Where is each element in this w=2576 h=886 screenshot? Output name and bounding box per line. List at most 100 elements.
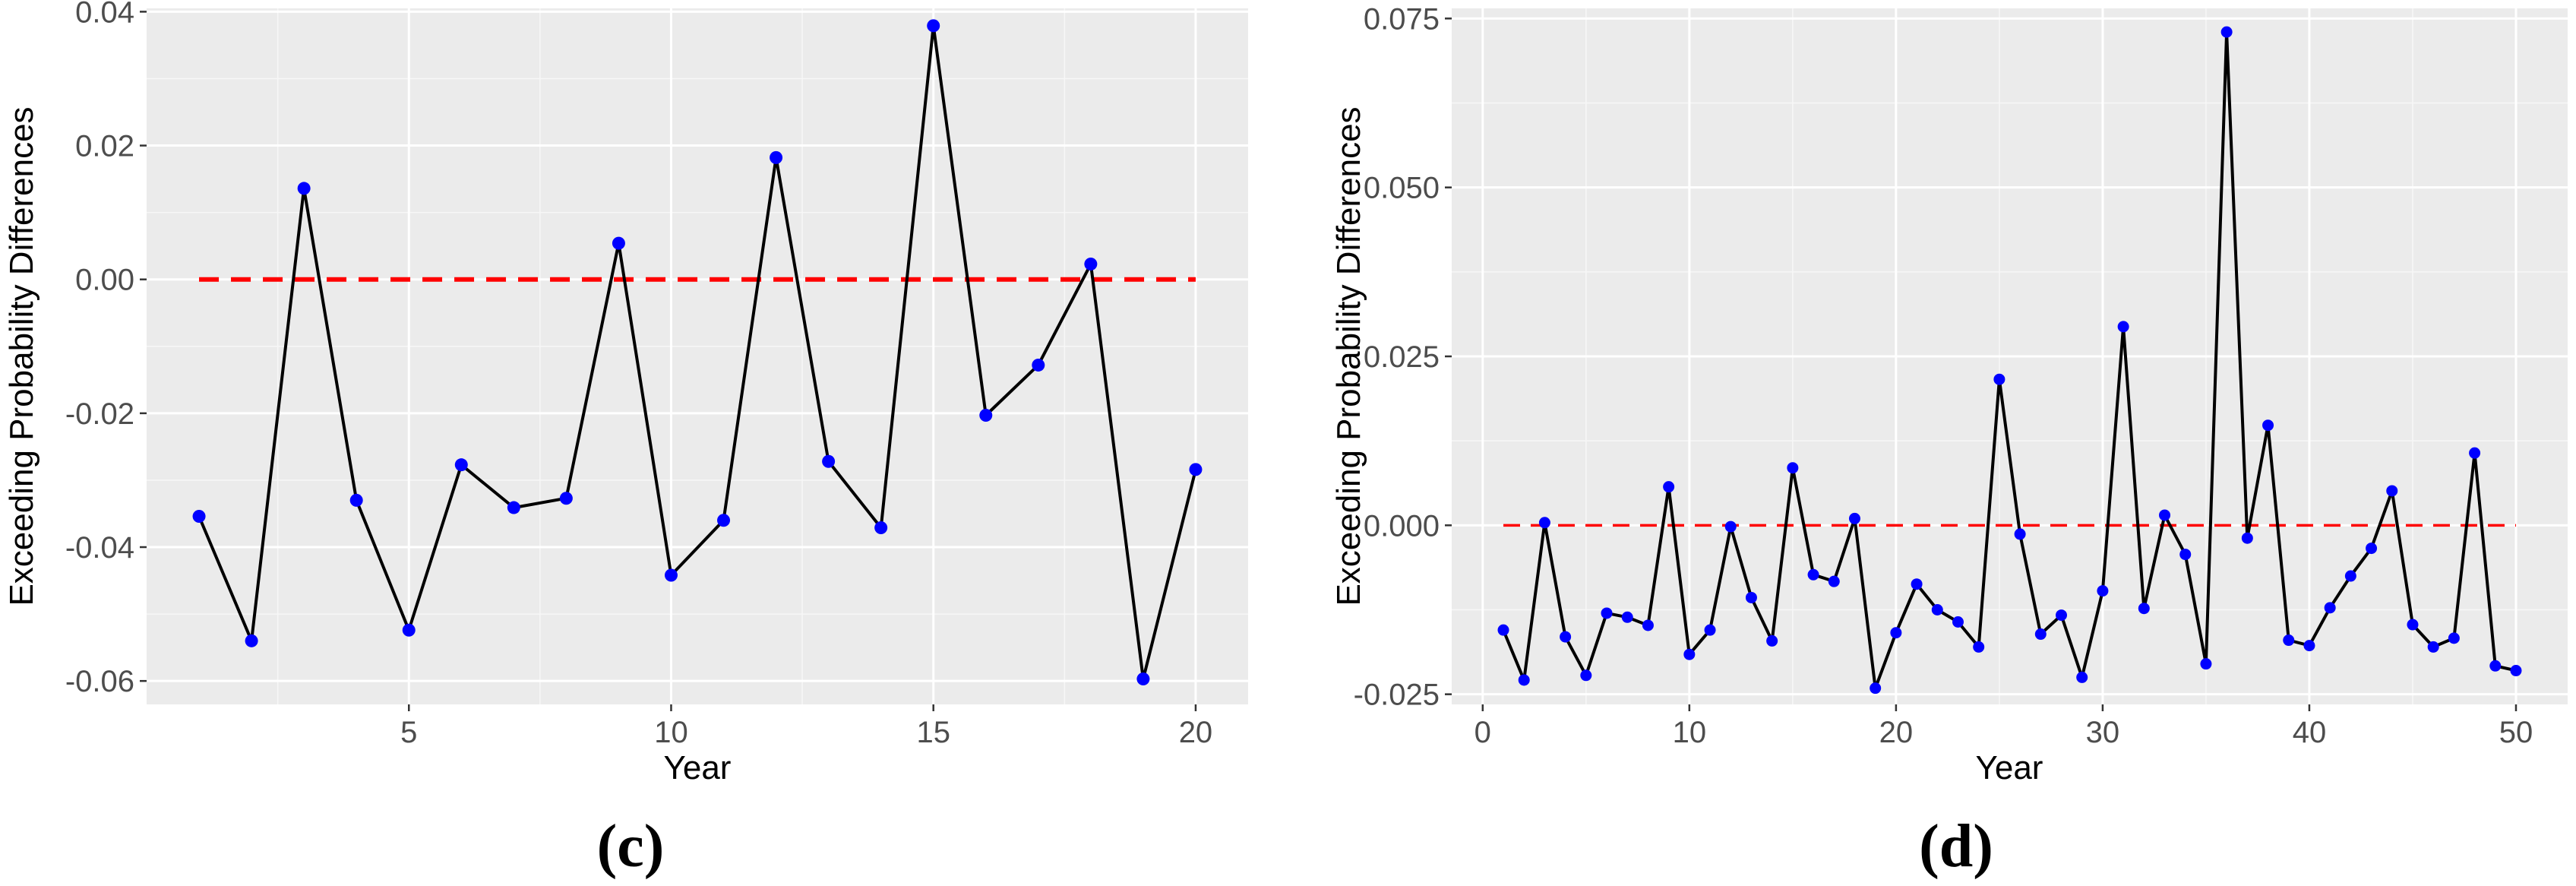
x-axis-title-d: Year [1976, 749, 2043, 786]
data-point [402, 623, 416, 637]
x-tick-labels-c: 5 10 15 20 [400, 704, 1212, 749]
data-point [2366, 543, 2378, 555]
x-tick-label: 40 [2293, 716, 2327, 749]
data-point [245, 634, 258, 647]
panel-label-d: (d) [1919, 813, 1993, 880]
data-point [1828, 575, 1840, 587]
x-tick-label: 5 [400, 716, 417, 749]
y-tick-label: -0.06 [65, 665, 134, 698]
data-point [1870, 682, 1882, 695]
data-point [1601, 607, 1613, 619]
data-point [1890, 627, 1902, 639]
x-tick-label: 50 [2499, 716, 2533, 749]
data-point [1724, 521, 1737, 533]
data-point [2200, 658, 2212, 670]
x-tick-label: 30 [2086, 716, 2120, 749]
data-point [349, 493, 363, 507]
data-point [2179, 549, 2192, 561]
data-point [2407, 619, 2419, 631]
x-tick-label: 0 [1474, 716, 1491, 749]
data-point [454, 458, 468, 472]
x-axis-title-c: Year [664, 749, 732, 786]
y-tick-labels-d: -0.025 0.000 0.025 0.050 0.075 [1354, 2, 1452, 712]
data-point [770, 150, 783, 164]
data-point [1663, 481, 1675, 493]
data-point [2344, 570, 2356, 582]
x-tick-label: 10 [1673, 716, 1707, 749]
data-point [1766, 634, 1778, 647]
data-point [2117, 321, 2129, 333]
data-point [1621, 611, 1633, 623]
data-point [2076, 671, 2088, 683]
data-point [1560, 631, 1572, 643]
y-tick-label: 0.04 [75, 0, 134, 29]
data-point [2386, 485, 2398, 497]
data-point [612, 236, 625, 250]
data-point [2303, 640, 2315, 652]
data-point [2056, 609, 2068, 622]
data-point [927, 19, 940, 33]
data-point [1993, 373, 2005, 385]
y-tick-label: 0.02 [75, 130, 134, 163]
data-point [2510, 665, 2522, 677]
data-point [1580, 669, 1592, 682]
data-point [822, 454, 836, 468]
data-point [2138, 603, 2150, 615]
x-tick-label: 10 [654, 716, 688, 749]
panel-label-c: (c) [597, 813, 665, 880]
data-point [1084, 257, 1098, 271]
y-axis-title-d: Exceeding Probability Differences [1330, 106, 1367, 606]
series-line-c [198, 24, 1197, 681]
data-point [1704, 624, 1716, 636]
y-axis-title-c: Exceeding Probability Differences [3, 106, 40, 606]
data-point [717, 514, 731, 527]
y-tick-label: -0.025 [1354, 679, 1440, 712]
data-point [2448, 632, 2460, 644]
data-point [2262, 419, 2274, 432]
data-point [2427, 641, 2439, 653]
data-point [664, 568, 678, 582]
data-point [1032, 358, 1045, 372]
data-point [2159, 509, 2171, 521]
data-point [1518, 674, 1530, 686]
data-point [2220, 26, 2233, 38]
data-point [1683, 648, 1696, 660]
x-tick-label: 15 [916, 716, 950, 749]
plot-background-c [147, 8, 1248, 704]
data-point [1538, 517, 1550, 529]
data-point [1787, 462, 1799, 474]
data-point [2034, 628, 2047, 641]
data-point [2241, 532, 2253, 544]
data-point [874, 521, 888, 534]
y-tick-label: -0.02 [65, 397, 134, 431]
y-tick-labels-c: -0.06 -0.04 -0.02 0.00 0.02 0.04 [65, 0, 147, 698]
y-tick-label: -0.04 [65, 531, 134, 565]
x-tick-label: 20 [1179, 716, 1213, 749]
data-point [1931, 603, 1943, 615]
series-points-d [1497, 26, 2522, 695]
data-point [1911, 578, 1923, 590]
x-tick-label: 20 [1879, 716, 1914, 749]
data-point [1745, 591, 1757, 603]
y-tick-label: 0.00 [75, 264, 134, 297]
data-point [1189, 463, 1203, 476]
series-points-c [192, 19, 1203, 686]
series-line-d [1502, 30, 2517, 690]
data-point [192, 510, 206, 524]
data-point [2014, 528, 2026, 540]
data-point [979, 409, 993, 422]
data-point [2489, 660, 2502, 672]
data-point [1807, 568, 1819, 581]
data-point [1642, 619, 1654, 631]
data-point [1973, 641, 1985, 653]
data-point [1848, 512, 1860, 524]
chart-panel-d: -0.025 0.000 0.025 0.050 0.075 0 10 20 30 40 50 Y… [1330, 2, 2568, 880]
data-point [1952, 616, 1964, 628]
y-tick-label: 0.000 [1364, 509, 1440, 543]
data-point [1136, 672, 1150, 686]
y-tick-label: 0.075 [1364, 2, 1440, 36]
x-tick-labels-d: 0 10 20 30 40 50 [1474, 704, 2533, 749]
chart-panel-c: -0.06 -0.04 -0.02 0.00 0.02 0.04 5 10 15 20 Year… [3, 0, 1248, 880]
data-point [559, 492, 573, 505]
